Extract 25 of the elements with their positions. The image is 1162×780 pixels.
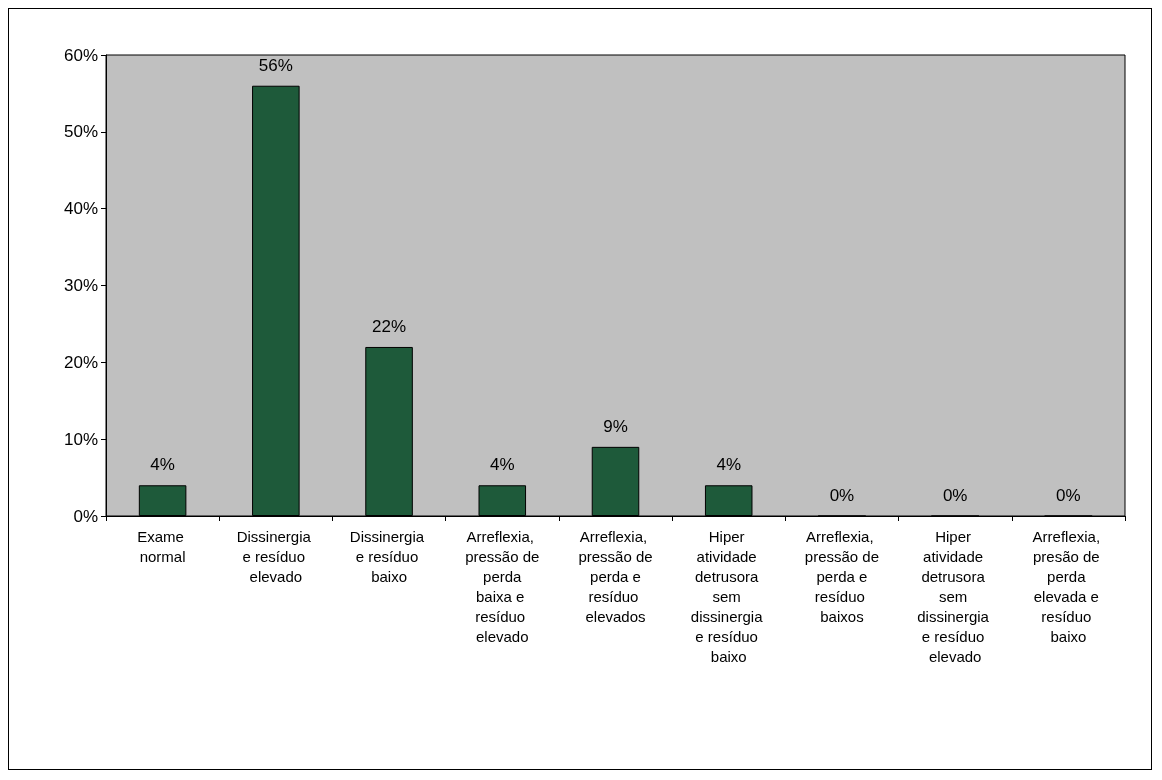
y-tick-label: 50%: [63, 122, 98, 142]
x-tick-label: Dissinergia e resíduo baixo: [349, 527, 429, 585]
data-label: 0%: [942, 485, 968, 505]
data-label: 4%: [489, 455, 515, 475]
y-tick-label: 20%: [63, 352, 98, 372]
x-tick-label: Arreflexia, pressão de perda e resíduo elevados: [578, 527, 653, 625]
y-tick-label: 40%: [63, 199, 98, 219]
x-tick-label: Dissinergia e resíduo elevado: [236, 527, 316, 585]
x-tick-label: Arreflexia, pressão de perda baixa e resíduo elevado: [465, 527, 540, 645]
y-tick-label: 30%: [63, 276, 98, 295]
x-tick-label: Exame normal: [137, 527, 189, 565]
y-tick-label: 10%: [63, 429, 98, 449]
data-label: 9%: [603, 416, 628, 436]
y-tick-label: 0%: [73, 506, 98, 526]
data-label: 4%: [716, 455, 742, 475]
data-label: 0%: [1056, 485, 1081, 505]
x-tick-label: Hiper atividade detrusora sem dissinergia e resíduo elevado: [917, 527, 994, 665]
data-label: 56%: [258, 55, 293, 75]
data-label: 4%: [150, 455, 175, 475]
x-tick-label: Hiper atividade detrusora sem dissinergia e resíduo baixo: [690, 527, 767, 665]
data-label: 0%: [829, 485, 855, 505]
x-tick-label: Arreflexia, pressão de perda e resíduo baixos: [804, 527, 880, 625]
x-tick-label: Arreflexia, presão de perda elevada e resíduo baixo: [1032, 527, 1105, 645]
y-tick-label: 60%: [63, 45, 98, 65]
data-label: 22%: [372, 316, 407, 336]
